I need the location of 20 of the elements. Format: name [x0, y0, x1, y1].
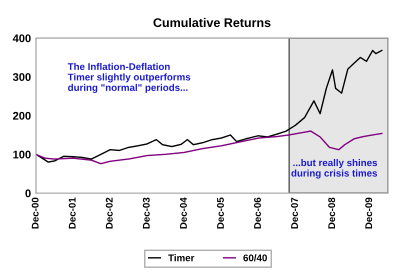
x-tick-label: Dec-08: [328, 198, 336, 229]
x-tick-label: Dec-09: [365, 198, 372, 229]
y-tick-label: 0: [25, 189, 31, 198]
y-tick-label: 200: [12, 112, 31, 120]
y-tick-label: 100: [13, 150, 31, 158]
x-tick-label: Dec-03: [142, 198, 150, 229]
y-tick-label: 300: [12, 73, 31, 81]
annotation: ...but really shines during crisis times: [291, 159, 378, 179]
annotation: The Inflation-Deflation Timer slightly outperforms during "normal" periods...: [68, 62, 190, 93]
x-tick-label: Dec-07: [291, 198, 298, 229]
x-tick-label: Dec-04: [180, 197, 187, 229]
x-tick-label: Dec-00: [32, 198, 39, 229]
x-tick-label: Dec-05: [217, 198, 224, 229]
y-tick-label: 400: [12, 34, 31, 42]
legend-label: 60/40: [243, 254, 267, 262]
x-tick-label: Dec-01: [68, 198, 76, 229]
x-tick-label: Dec-06: [254, 198, 261, 229]
legend-label: Timer: [168, 254, 194, 262]
chart-title: Cumulative Returns: [153, 18, 271, 28]
x-tick-label: Dec-02: [106, 198, 113, 229]
